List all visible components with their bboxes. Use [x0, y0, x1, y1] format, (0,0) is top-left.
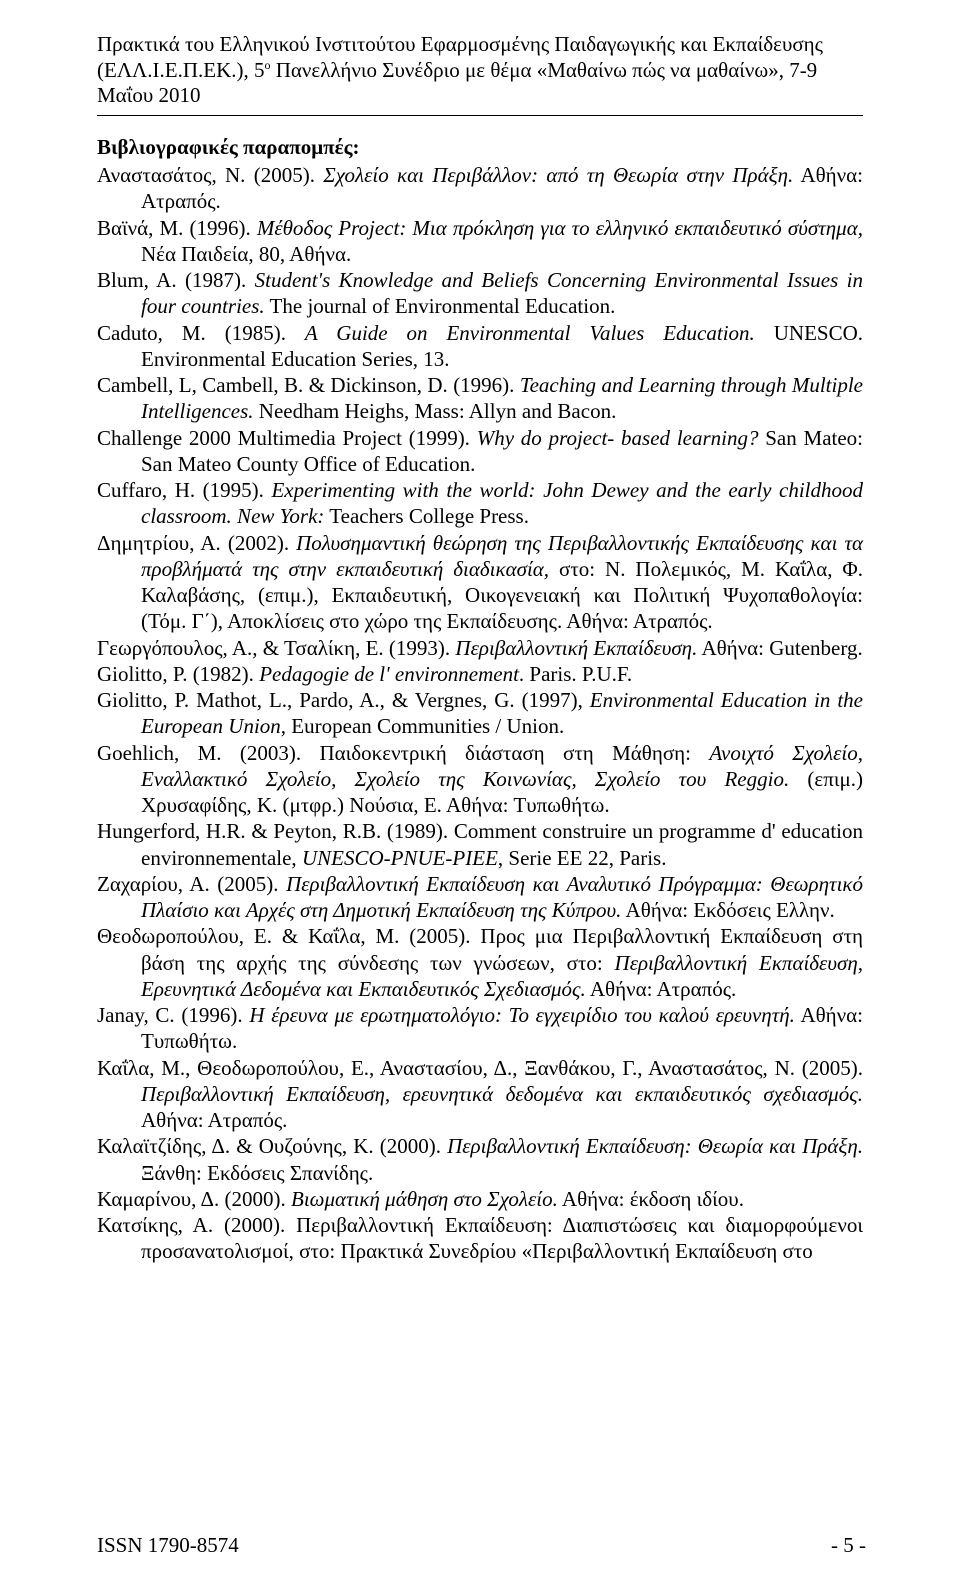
reference-item: Hungerford, H.R. & Peyton, R.B. (1989). … [97, 818, 863, 871]
reference-item: Καλαϊτζίδης, Δ. & Ουζούνης, Κ. (2000). Π… [97, 1133, 863, 1186]
ref-italic: Μέθοδος Project: Μια πρόκληση για το ελλ… [257, 216, 863, 240]
header-divider [97, 115, 863, 116]
ref-plain: . Paris. P.U.F. [519, 662, 632, 686]
ref-plain: Giolitto, P. Mathot, L., Pardo, A., & Ve… [97, 688, 590, 712]
ref-italic: Περιβαλλοντική Εκπαίδευση, ερευνητικά δε… [141, 1082, 863, 1106]
ref-plain: Καλαϊτζίδης, Δ. & Ουζούνης, Κ. (2000). [97, 1134, 447, 1158]
ref-plain: Cuffaro, H. (1995). [97, 478, 271, 502]
reference-item: Blum, A. (1987). Student's Knowledge and… [97, 267, 863, 320]
header-line-2: (ΕΛΛ.Ι.Ε.Π.ΕΚ.), 5ο Πανελλήνιο Συνέδριο … [97, 58, 863, 84]
header-line-2a: (ΕΛΛ.Ι.Ε.Π.ΕΚ.), 5 [97, 58, 265, 82]
ref-plain: Καμαρίνου, Δ. (2000). [97, 1187, 291, 1211]
ref-plain: Caduto, M. (1985). [97, 321, 305, 345]
header-line-3: Μαΐου 2010 [97, 83, 863, 109]
reference-item: Αναστασάτος, Ν. (2005). Σχολείο και Περι… [97, 162, 863, 215]
ref-italic: Σχολείο και Περιβάλλον: από τη Θεωρία στ… [323, 163, 793, 187]
reference-item: Janay, C. (1996). Η έρευνα με ερωτηματολ… [97, 1002, 863, 1055]
ref-plain: Κατσίκης, Α. (2000). Περιβαλλοντική Εκπα… [97, 1213, 863, 1263]
ref-italic: Why do project- based learning? [477, 426, 759, 450]
ref-plain: Cambell, L, Cambell, B. & Dickinson, D. … [97, 373, 520, 397]
reference-item: Καΐλα, Μ., Θεοδωροπούλου, Ε., Αναστασίου… [97, 1055, 863, 1134]
ref-italic: Η έρευνα με ερωτηματολόγιο: Το εγχειρίδι… [249, 1003, 795, 1027]
reference-item: Γεωργόπουλος, Α., & Τσαλίκη, Ε. (1993). … [97, 635, 863, 661]
footer-page-number: - 5 - [831, 1533, 866, 1558]
ref-plain: Αθήνα: έκδοση ιδίου. [558, 1187, 744, 1211]
ref-plain: Giolitto, P. (1982). [97, 662, 259, 686]
header-line-2b: Πανελλήνιο Συνέδριο με θέμα «Μαθαίνω πώς… [271, 58, 818, 82]
ref-italic: Περιβαλλοντική Εκπαίδευση. [455, 636, 697, 660]
running-header: Πρακτικά του Ελληνικού Ινστιτούτου Εφαρμ… [97, 32, 863, 109]
reference-item: Giolitto, P. Mathot, L., Pardo, A., & Ve… [97, 687, 863, 740]
ref-plain: Αθήνα: Ατραπός. [586, 977, 736, 1001]
ref-plain: Needham Heighs, Mass: Allyn and Bacon. [254, 399, 617, 423]
ref-plain: Αθήνα: Εκδόσεις Ελλην. [621, 898, 834, 922]
reference-item: Caduto, M. (1985). A Guide on Environmen… [97, 320, 863, 373]
ref-plain: Αθήνα: Gutenberg. [697, 636, 862, 660]
ref-plain: Ζαχαρίου, Α. (2005). [97, 872, 286, 896]
ref-italic: Pedagogie de l' environnement [259, 662, 519, 686]
reference-item: Καμαρίνου, Δ. (2000). Βιωματική μάθηση σ… [97, 1186, 863, 1212]
ref-plain: Challenge 2000 Multimedia Project (1999)… [97, 426, 477, 450]
ref-plain: Βαϊνά, Μ. (1996). [97, 216, 257, 240]
ref-italic: UNESCO-PNUE-PIEE [302, 846, 498, 870]
ref-plain: Teachers College Press. [324, 504, 529, 528]
reference-item: Giolitto, P. (1982). Pedagogie de l' env… [97, 661, 863, 687]
header-line-1: Πρακτικά του Ελληνικού Ινστιτούτου Εφαρμ… [97, 32, 863, 58]
page-footer: ISSN 1790-8574 - 5 - [97, 1533, 866, 1558]
ref-plain: Αναστασάτος, Ν. (2005). [97, 163, 323, 187]
reference-item: Cuffaro, H. (1995). Experimenting with t… [97, 477, 863, 530]
section-heading: Βιβλιογραφικές παραπομπές: [97, 134, 863, 160]
reference-item: Βαϊνά, Μ. (1996). Μέθοδος Project: Μια π… [97, 215, 863, 268]
page: Πρακτικά του Ελληνικού Ινστιτούτου Εφαρμ… [0, 0, 960, 1588]
reference-item: Challenge 2000 Multimedia Project (1999)… [97, 425, 863, 478]
ref-plain: Ξάνθη: Εκδόσεις Σπανίδης. [141, 1161, 373, 1185]
ref-plain: Janay, C. (1996). [97, 1003, 249, 1027]
ref-plain: Blum, A. (1987). [97, 268, 255, 292]
ref-plain: , Serie EE 22, Paris. [498, 846, 667, 870]
reference-item: Goehlich, M. (2003). Παιδοκεντρική διάστ… [97, 740, 863, 819]
ref-plain: Νέα Παιδεία, 80, Αθήνα. [141, 242, 351, 266]
ref-plain: Καΐλα, Μ., Θεοδωροπούλου, Ε., Αναστασίου… [97, 1056, 863, 1080]
ref-italic: Βιωματική μάθηση στο Σχολείο. [291, 1187, 558, 1211]
ref-plain: European Communities / Union. [286, 714, 564, 738]
reference-item: Ζαχαρίου, Α. (2005). Περιβαλλοντική Εκπα… [97, 871, 863, 924]
ref-italic: A Guide on Environmental Values Educatio… [305, 321, 755, 345]
ref-plain: Goehlich, M. (2003). Παιδοκεντρική διάστ… [97, 741, 709, 765]
reference-item: Cambell, L, Cambell, B. & Dickinson, D. … [97, 372, 863, 425]
ref-plain: Γεωργόπουλος, Α., & Τσαλίκη, Ε. (1993). [97, 636, 455, 660]
references-block: Αναστασάτος, Ν. (2005). Σχολείο και Περι… [97, 162, 863, 1265]
ref-italic: Περιβαλλοντική Εκπαίδευση: Θεωρία και Πρ… [447, 1134, 863, 1158]
ref-plain: Αθήνα: Ατραπός. [141, 1108, 287, 1132]
reference-item: Κατσίκης, Α. (2000). Περιβαλλοντική Εκπα… [97, 1212, 863, 1265]
ref-plain: Δημητρίου, Α. (2002). [97, 531, 296, 555]
reference-item: Δημητρίου, Α. (2002). Πολυσημαντική θεώρ… [97, 530, 863, 635]
reference-item: Θεοδωροπούλου, Ε. & Καΐλα, Μ. (2005). Πρ… [97, 923, 863, 1002]
ref-plain: The journal of Environmental Education. [265, 294, 616, 318]
footer-issn: ISSN 1790-8574 [97, 1533, 239, 1558]
